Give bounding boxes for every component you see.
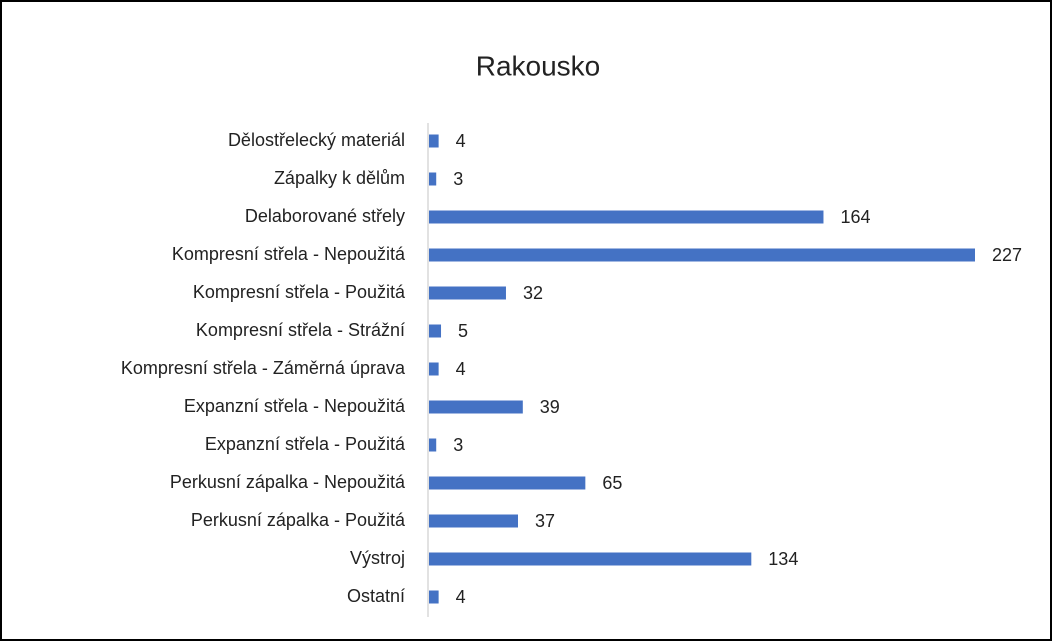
bar — [429, 134, 439, 148]
bar — [429, 248, 975, 262]
bar — [429, 438, 437, 452]
bar — [429, 210, 824, 224]
bar — [429, 324, 442, 338]
y-tick-label: Výstroj — [350, 548, 405, 568]
data-label: 3 — [453, 435, 463, 455]
bar — [429, 552, 752, 566]
y-tick-label: Perkusní zápalka - Nepoužitá — [170, 472, 406, 492]
data-label: 227 — [992, 245, 1022, 265]
bar — [429, 286, 506, 300]
y-tick-label: Ostatní — [347, 586, 405, 606]
data-label: 5 — [458, 321, 468, 341]
y-tick-label: Expanzní střela - Použitá — [205, 434, 406, 454]
y-tick-label: Delaborované střely — [245, 206, 405, 226]
y-tick-label: Kompresní střela - Použitá — [193, 282, 406, 302]
data-label: 134 — [768, 549, 798, 569]
bar — [429, 400, 523, 414]
data-label: 4 — [456, 587, 466, 607]
chart-title: Rakousko — [476, 50, 601, 81]
y-tick-label: Perkusní zápalka - Použitá — [191, 510, 406, 530]
data-label: 3 — [453, 169, 463, 189]
data-label: 4 — [456, 359, 466, 379]
y-tick-label: Dělostřelecký materiál — [228, 130, 405, 150]
bar — [429, 590, 439, 604]
data-label: 4 — [456, 131, 466, 151]
y-tick-label: Kompresní střela - Strážní — [196, 320, 405, 340]
y-tick-label: Kompresní střela - Nepoužitá — [172, 244, 406, 264]
bar — [429, 514, 518, 528]
data-label: 37 — [535, 511, 555, 531]
data-label: 164 — [840, 207, 870, 227]
data-label: 65 — [602, 473, 622, 493]
y-tick-label: Zápalky k dělům — [274, 168, 405, 188]
bar — [429, 362, 439, 376]
y-tick-label: Expanzní střela - Nepoužitá — [184, 396, 406, 416]
bar — [429, 476, 586, 490]
bar — [429, 172, 437, 186]
data-label: 39 — [540, 397, 560, 417]
y-tick-label: Kompresní střela - Záměrná úprava — [121, 358, 406, 378]
data-label: 32 — [523, 283, 543, 303]
